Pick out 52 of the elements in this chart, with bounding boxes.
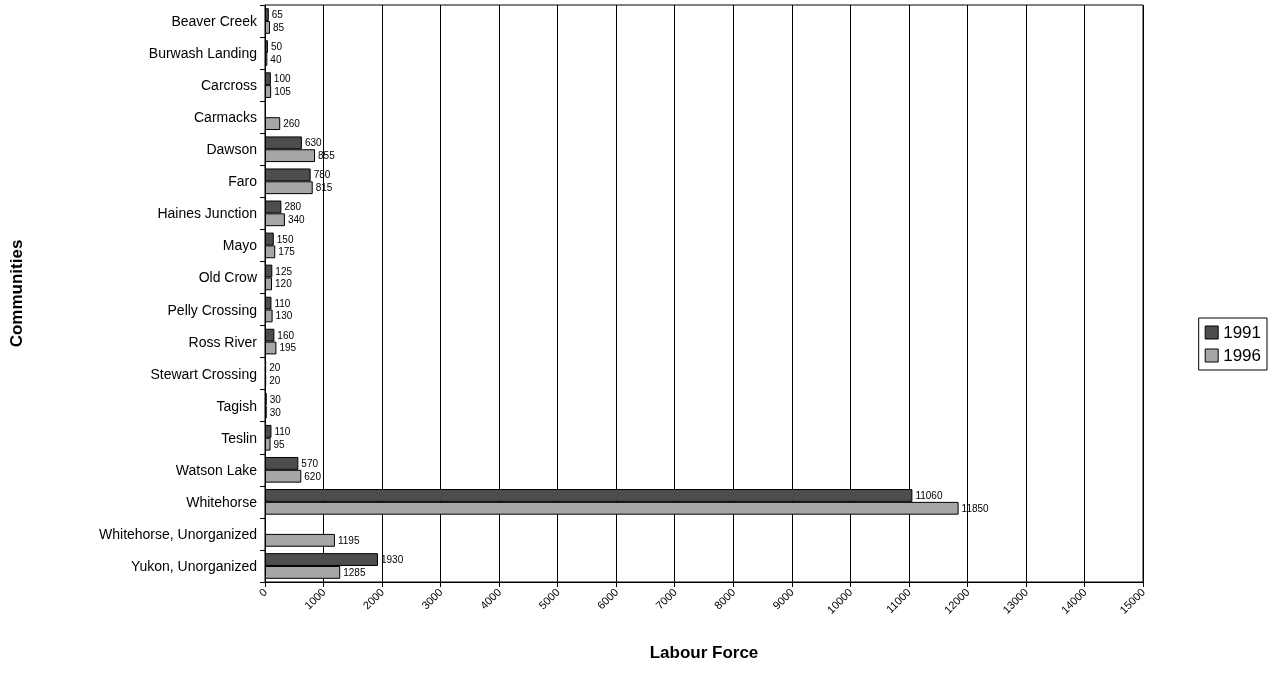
data-label: 570 xyxy=(301,457,319,469)
data-label: 280 xyxy=(284,201,302,213)
data-label: 11060 xyxy=(915,489,943,501)
y-tick-label: Watson Lake xyxy=(175,461,258,478)
data-label: 340 xyxy=(287,214,306,226)
data-label: 95 xyxy=(273,438,286,450)
data-label: 100 xyxy=(273,73,291,85)
y-tick-label: Ross River xyxy=(188,333,258,350)
y-tick-label: Pelly Crossing xyxy=(167,301,257,318)
data-label: 30 xyxy=(269,393,282,405)
y-tick-label: Mayo xyxy=(222,237,258,254)
y-tick-label: Faro xyxy=(228,173,258,190)
data-label: 120 xyxy=(275,278,293,290)
data-label: 125 xyxy=(275,265,293,277)
legend-label: 1996 xyxy=(1223,346,1262,365)
y-tick-label: Yukon, Unorganized xyxy=(130,557,257,574)
data-label: 1195 xyxy=(337,534,360,546)
data-label: 1285 xyxy=(343,566,366,578)
legend-label: 1991 xyxy=(1223,323,1262,342)
y-tick-label: Stewart Crossing xyxy=(150,365,257,382)
data-label: 160 xyxy=(277,329,295,341)
y-tick-label: Whitehorse, Unorganized xyxy=(99,525,257,542)
data-label: 85 xyxy=(272,21,285,33)
y-tick-label: Old Crow xyxy=(198,269,258,286)
data-label: 175 xyxy=(278,246,296,258)
data-label: 130 xyxy=(275,310,293,322)
y-tick-label: Burwash Landing xyxy=(148,45,257,62)
data-label: 20 xyxy=(269,361,281,373)
y-tick-label: Whitehorse xyxy=(186,493,258,510)
data-label: 110 xyxy=(274,425,291,437)
y-tick-label: Carmacks xyxy=(193,109,257,126)
y-axis-title: Communities xyxy=(7,239,26,348)
data-label: 105 xyxy=(274,86,292,98)
data-label: 65 xyxy=(271,9,284,21)
data-label: 40 xyxy=(270,53,282,65)
x-tick-label: 0 xyxy=(256,585,270,599)
data-label: 110 xyxy=(274,297,291,309)
data-label: 620 xyxy=(304,470,322,482)
y-tick-label: Teslin xyxy=(221,429,257,446)
data-label: 630 xyxy=(304,137,322,149)
x-axis-title: Labour Force xyxy=(649,643,759,662)
y-tick-label: Beaver Creek xyxy=(171,13,258,30)
data-label: 30 xyxy=(269,406,282,418)
y-tick-label: Carcross xyxy=(200,77,257,94)
data-label: 260 xyxy=(283,118,301,130)
y-tick-label: Haines Junction xyxy=(157,205,257,222)
y-tick-label: Dawson xyxy=(206,141,257,158)
data-label: 195 xyxy=(279,342,297,354)
y-tick-label: Tagish xyxy=(216,397,257,414)
data-label: 20 xyxy=(269,374,281,386)
data-label: 150 xyxy=(276,233,294,245)
data-label: 50 xyxy=(270,41,283,53)
